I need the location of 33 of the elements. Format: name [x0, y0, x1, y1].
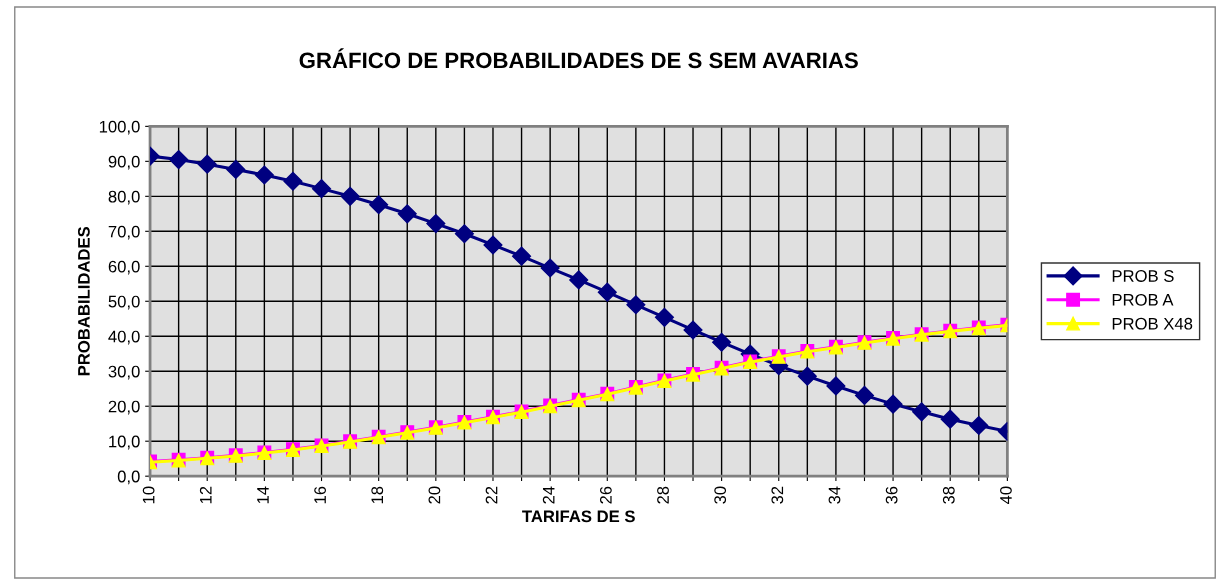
x-tick-label: 26 [599, 486, 612, 504]
y-tick-label: 70,0 [108, 225, 140, 240]
x-tick-label: 12 [199, 486, 212, 504]
x-tick-label: 18 [371, 486, 384, 504]
y-tick-label: 60,0 [108, 260, 140, 275]
legend-label: PROB X48 [1112, 317, 1193, 330]
y-tick-label: 80,0 [108, 190, 140, 205]
y-tick-label: 40,0 [108, 330, 140, 345]
y-axis-title: PROBABILIDADES [77, 226, 90, 376]
x-tick-label: 20 [428, 486, 441, 504]
y-tick-label: 100,0 [99, 120, 140, 135]
x-tick-label: 16 [314, 486, 326, 504]
legend-label: PROB A [1112, 293, 1174, 306]
x-tick-label: 38 [942, 486, 955, 504]
y-tick-label: 20,0 [108, 400, 140, 415]
y-tick-label: 10,0 [109, 435, 140, 450]
x-tick-label: 40 [1000, 486, 1012, 505]
x-tick-label: 22 [485, 486, 498, 504]
y-tick-label: 0,0 [117, 470, 140, 485]
y-tick-label: 50,0 [108, 295, 140, 310]
chart-title: GRÁFICO DE PROBABILIDADES DE S SEM AVARIAS [299, 48, 858, 69]
y-tick-label: 90,0 [108, 155, 140, 170]
x-tick-label: 10 [142, 486, 155, 504]
x-tick-label: 36 [885, 486, 898, 504]
x-tick-label: 24 [542, 486, 555, 504]
x-tick-label: 34 [828, 486, 841, 504]
y-tick-label: 30,0 [108, 365, 140, 380]
x-tick-label: 14 [257, 486, 269, 504]
x-tick-label: 32 [771, 486, 784, 504]
x-axis-title: TARIFAS DE S [522, 510, 635, 523]
x-tick-label: 28 [657, 486, 669, 504]
x-tick-label: 30 [714, 486, 727, 504]
legend-label: PROB S [1112, 270, 1174, 282]
